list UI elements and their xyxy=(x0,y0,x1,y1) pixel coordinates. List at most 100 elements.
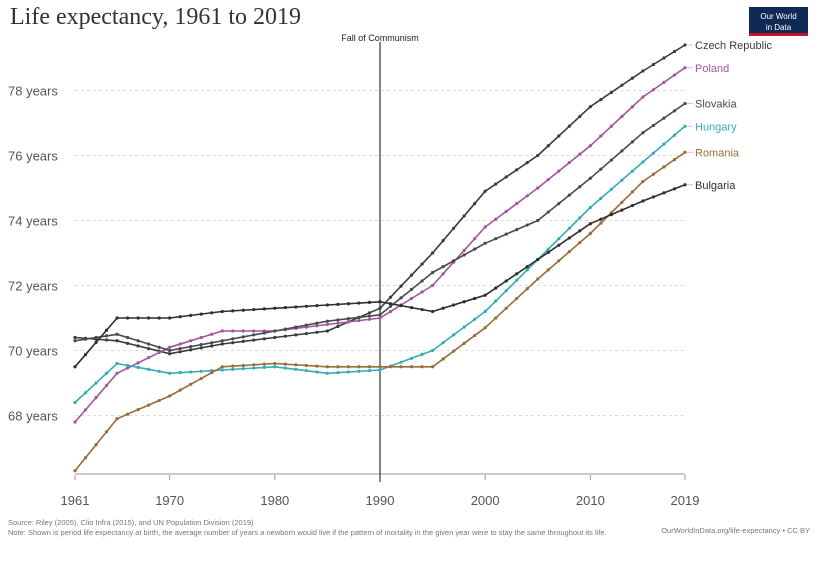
data-point-bulgaria xyxy=(683,183,687,187)
data-point-czech-republic xyxy=(409,273,414,277)
data-point-hungary xyxy=(147,367,151,371)
data-point-poland xyxy=(125,366,130,370)
data-point-czech-republic xyxy=(241,339,245,343)
data-point-slovakia xyxy=(283,327,287,331)
data-point-bulgaria xyxy=(273,306,277,310)
data-point-romania xyxy=(651,172,656,176)
data-point-czech-republic xyxy=(252,338,256,342)
data-point-poland xyxy=(157,350,161,355)
series-label-slovakia: Slovakia xyxy=(695,99,737,111)
data-point-romania xyxy=(420,365,424,369)
data-point-bulgaria xyxy=(420,307,424,312)
data-point-czech-republic xyxy=(294,333,298,337)
data-point-romania xyxy=(599,221,603,225)
data-point-romania xyxy=(241,363,245,368)
data-point-bulgaria xyxy=(515,272,519,276)
data-point-hungary xyxy=(189,370,193,374)
data-point-romania xyxy=(494,316,498,320)
data-point-poland xyxy=(609,124,613,128)
data-point-slovakia xyxy=(494,237,498,241)
data-point-hungary xyxy=(504,289,508,293)
data-point-poland xyxy=(325,322,330,327)
data-point-slovakia xyxy=(672,109,677,113)
data-point-slovakia xyxy=(651,123,656,128)
data-point-poland xyxy=(83,408,88,412)
data-point-bulgaria xyxy=(557,243,561,247)
data-point-czech-republic xyxy=(672,49,677,54)
data-point-romania xyxy=(325,365,330,369)
data-point-slovakia xyxy=(94,335,98,340)
data-point-poland xyxy=(662,80,666,84)
data-point-slovakia xyxy=(462,253,466,257)
data-point-czech-republic xyxy=(546,144,550,148)
source-note: Source: Riley (2005), Clio Infra (2015),… xyxy=(8,518,254,527)
data-point-czech-republic xyxy=(525,161,529,165)
credit-link[interactable]: OurWorldInData.org/life-expectancy • CC … xyxy=(661,525,810,535)
x-tick-label: 2019 xyxy=(671,493,700,508)
owid-logo[interactable]: Our World in Data xyxy=(749,7,808,36)
data-point-romania xyxy=(304,363,308,368)
data-point-hungary xyxy=(199,369,203,373)
data-point-czech-republic xyxy=(630,76,635,80)
data-point-hungary xyxy=(346,370,351,374)
data-point-poland xyxy=(578,152,582,156)
data-point-hungary xyxy=(336,371,340,375)
data-point-romania xyxy=(168,394,172,398)
data-point-hungary xyxy=(315,370,319,374)
data-point-poland xyxy=(388,309,393,314)
logo-line-2: in Data xyxy=(765,23,792,32)
x-tick-label: 2010 xyxy=(576,493,605,508)
data-point-bulgaria xyxy=(620,208,624,212)
data-point-slovakia xyxy=(388,304,393,308)
data-point-slovakia xyxy=(504,232,508,236)
data-point-poland xyxy=(641,95,645,99)
data-point-poland xyxy=(630,105,635,109)
data-point-hungary xyxy=(620,178,624,182)
data-point-bulgaria xyxy=(73,365,77,369)
data-point-bulgaria xyxy=(452,303,456,307)
data-point-romania xyxy=(199,376,203,381)
data-point-czech-republic xyxy=(315,330,319,334)
data-point-poland xyxy=(620,114,624,119)
x-tick-label: 1961 xyxy=(61,493,90,508)
data-point-bulgaria xyxy=(662,191,666,195)
data-point-hungary xyxy=(104,371,109,375)
data-point-poland xyxy=(483,225,487,229)
data-point-hungary xyxy=(630,169,635,173)
data-point-poland xyxy=(378,316,382,320)
data-point-slovakia xyxy=(125,335,130,340)
data-point-czech-republic xyxy=(441,239,445,243)
data-point-poland xyxy=(210,332,214,336)
data-point-romania xyxy=(210,371,214,375)
data-point-romania xyxy=(409,365,414,369)
data-point-romania xyxy=(430,365,435,369)
data-point-hungary xyxy=(83,391,88,395)
data-point-slovakia xyxy=(83,337,88,341)
data-point-bulgaria xyxy=(125,316,130,320)
data-point-romania xyxy=(578,241,582,245)
data-point-slovakia xyxy=(252,333,256,337)
data-point-hungary xyxy=(641,160,645,164)
data-point-slovakia xyxy=(294,325,298,329)
data-point-romania xyxy=(125,412,130,416)
data-point-bulgaria xyxy=(641,199,645,203)
data-point-bulgaria xyxy=(567,236,571,240)
y-tick-label: 78 years xyxy=(8,84,58,99)
data-point-slovakia xyxy=(525,223,529,227)
data-point-slovakia xyxy=(210,341,214,345)
data-point-poland xyxy=(231,329,235,333)
definition-note: Note: Shown is period life expectancy at… xyxy=(8,528,607,537)
data-point-slovakia xyxy=(104,334,109,338)
data-point-bulgaria xyxy=(210,311,214,315)
data-point-bulgaria xyxy=(336,302,340,306)
data-point-romania xyxy=(346,365,351,369)
data-point-romania xyxy=(273,361,277,366)
data-point-hungary xyxy=(430,348,435,353)
data-point-bulgaria xyxy=(178,315,182,319)
data-point-bulgaria xyxy=(94,340,98,344)
data-point-romania xyxy=(683,150,687,154)
data-point-romania xyxy=(672,157,677,162)
data-point-romania xyxy=(115,417,119,421)
data-point-slovakia xyxy=(620,149,624,153)
data-point-romania xyxy=(104,430,109,434)
